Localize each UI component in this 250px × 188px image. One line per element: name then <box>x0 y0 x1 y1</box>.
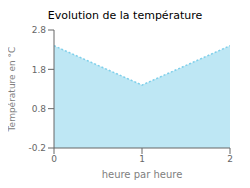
svg-text:heure par heure: heure par heure <box>102 169 183 180</box>
svg-text:0: 0 <box>51 154 57 164</box>
svg-text:2.8: 2.8 <box>32 25 47 35</box>
svg-text:1: 1 <box>139 154 145 164</box>
svg-text:-0.2: -0.2 <box>28 143 46 153</box>
svg-text:0.8: 0.8 <box>32 104 47 114</box>
html-text:Evolution de la température: Evolution de la température <box>47 9 203 22</box>
svg-text:Température en °C: Température en °C <box>8 47 17 133</box>
svg-text:1.8: 1.8 <box>32 65 47 75</box>
svg-text:2: 2 <box>227 154 233 164</box>
